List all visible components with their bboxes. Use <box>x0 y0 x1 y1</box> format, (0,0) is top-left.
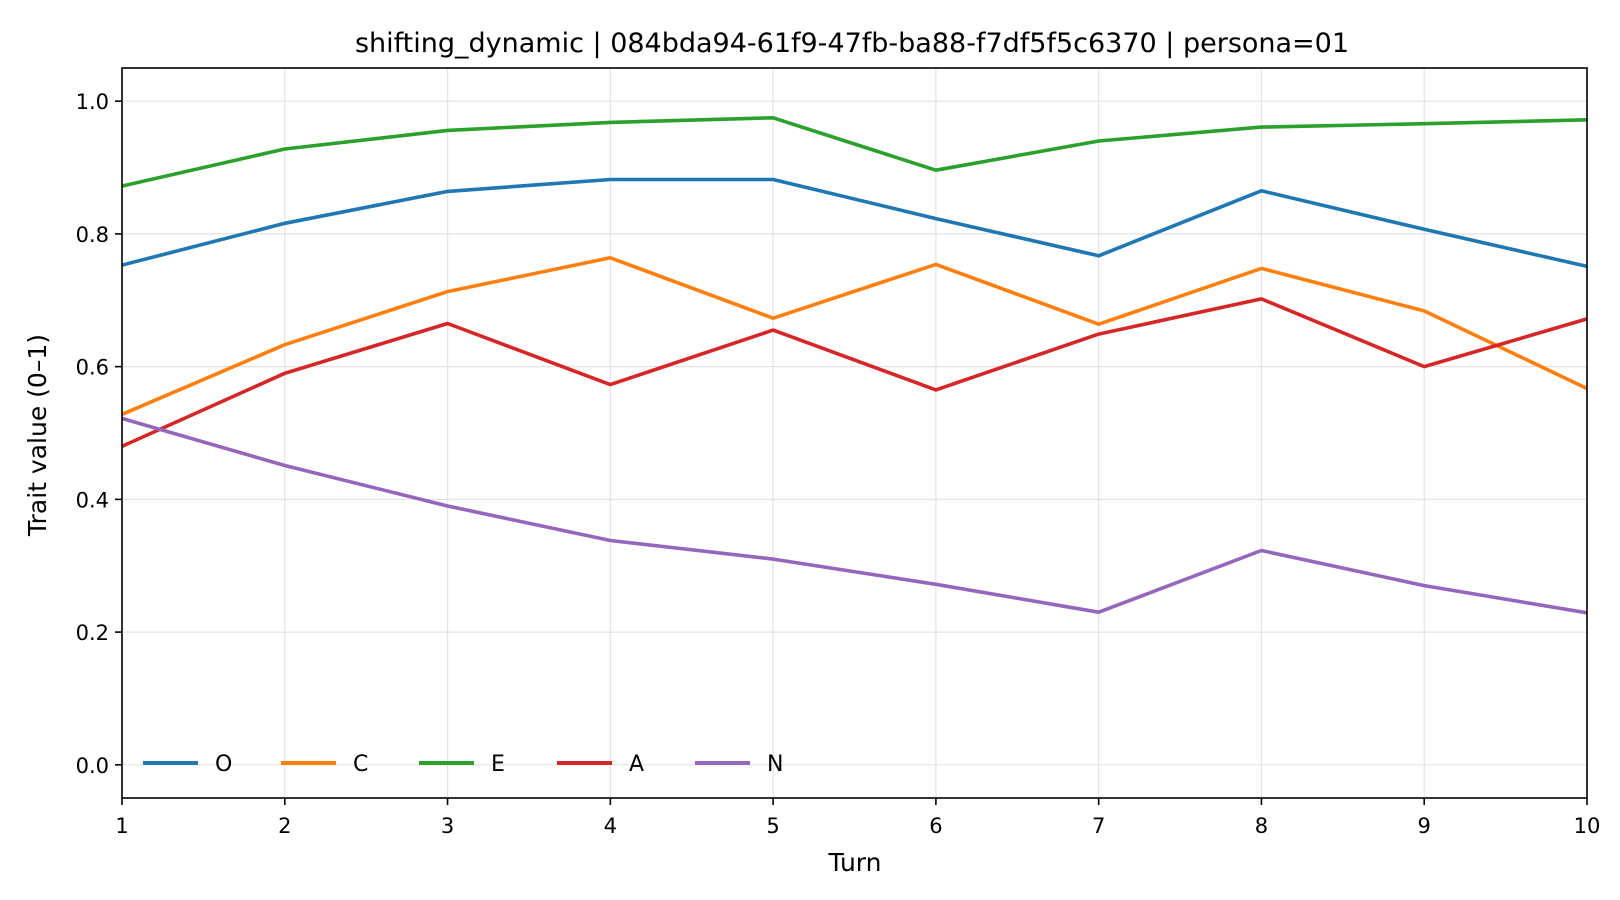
x-tick-label: 7 <box>1092 814 1105 838</box>
chart-title: shifting_dynamic | 084bda94-61f9-47fb-ba… <box>355 28 1349 59</box>
y-tick-label: 0.8 <box>76 223 109 247</box>
x-tick-label: 4 <box>604 814 617 838</box>
legend-label-a: A <box>629 752 644 777</box>
series-line-a <box>121 297 1588 448</box>
x-tick-label: 10 <box>1574 814 1601 838</box>
x-tick-label: 8 <box>1255 814 1268 838</box>
x-tick-label: 9 <box>1418 814 1431 838</box>
series-lines <box>121 116 1588 615</box>
series-line-o <box>121 177 1588 269</box>
x-axis-label: Turn <box>827 848 881 877</box>
y-tick-label: 0.6 <box>76 356 109 380</box>
legend-label-n: N <box>767 752 783 777</box>
y-axis-label: Trait value (0–1) <box>23 334 52 537</box>
x-tick-label: 2 <box>278 814 291 838</box>
legend-label-e: E <box>491 752 505 777</box>
series-line-n <box>121 416 1588 615</box>
y-tick-label: 0.2 <box>76 621 109 645</box>
x-tick-label: 1 <box>115 814 128 838</box>
series-line-c <box>121 255 1588 417</box>
x-tick-label: 6 <box>929 814 942 838</box>
y-axis-ticks: 0.0 0.2 0.4 0.6 0.8 1.0 <box>76 90 122 778</box>
x-tick-label: 5 <box>766 814 779 838</box>
y-tick-label: 0.4 <box>76 488 109 512</box>
x-axis-ticks: 1 2 3 4 5 6 7 8 9 10 <box>115 798 1600 838</box>
series-line-e <box>121 116 1588 188</box>
plot-frame <box>121 67 1588 799</box>
y-tick-label: 1.0 <box>76 90 109 114</box>
y-tick-label: 0.0 <box>76 754 109 778</box>
legend-label-c: C <box>353 752 368 777</box>
legend-label-o: O <box>215 752 232 777</box>
x-tick-label: 3 <box>441 814 454 838</box>
